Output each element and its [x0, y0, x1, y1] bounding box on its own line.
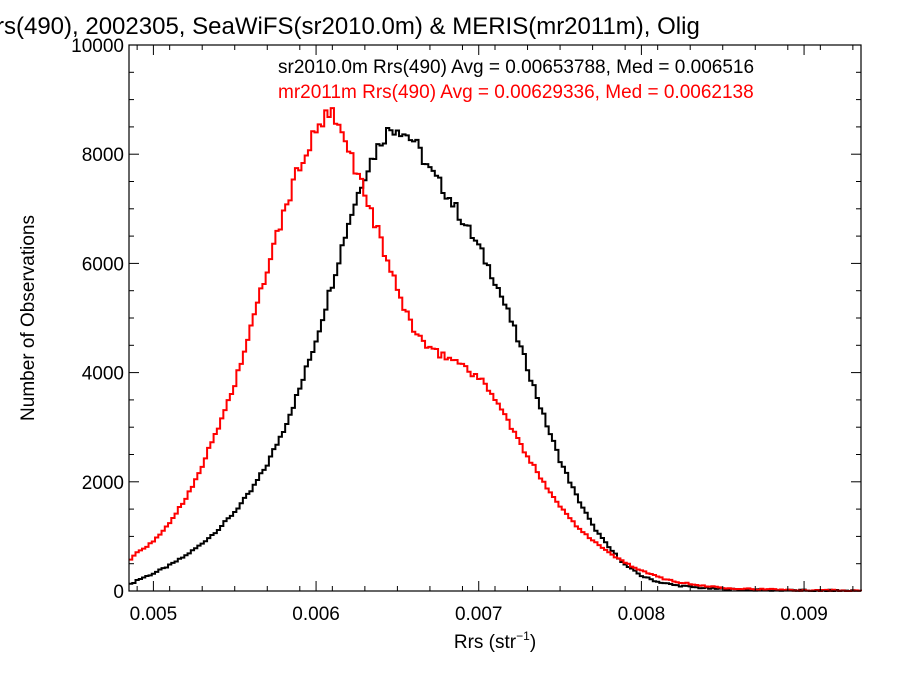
series-line-sr2010 — [129, 127, 862, 592]
x-axis-label: Rrs (str−1) — [454, 629, 536, 653]
legend-annotations: sr2010.0m Rrs(490) Avg = 0.00653788, Med… — [278, 57, 754, 103]
series-annotation-sr2010: sr2010.0m Rrs(490) Avg = 0.00653788, Med… — [278, 57, 754, 78]
x-tick-label: 0.009 — [780, 604, 828, 625]
y-tick-label: 6000 — [82, 254, 124, 275]
y-tick-label: 0 — [113, 582, 124, 603]
x-tick-label: 0.006 — [292, 604, 340, 625]
y-tick-label: 2000 — [82, 473, 124, 494]
x-tick-label: 0.005 — [130, 604, 178, 625]
plot-marks — [129, 107, 862, 592]
series-line-mr2011m — [129, 107, 862, 592]
y-tick-label: 8000 — [82, 145, 124, 166]
x-tick-label: 0.007 — [455, 604, 503, 625]
axis-ticks: 0.005 0.006 0.007 0.008 0.009 0 2000 4000 6000 80… — [71, 36, 861, 625]
y-tick-label: 4000 — [82, 364, 124, 385]
series-annotation-mr2011m: mr2011m Rrs(490) Avg = 0.00629336, Med =… — [278, 82, 754, 103]
x-axis-label-main: Rrs (str — [454, 632, 517, 653]
x-tick-label: 0.008 — [618, 604, 666, 625]
x-axis-label-sup: −1 — [516, 629, 530, 643]
y-axis-label: Number of Observations — [18, 215, 39, 421]
chart-title: rs(490), 2002305, SeaWiFS(sr2010.0m) & M… — [0, 13, 700, 40]
x-axis-label-close: ) — [530, 632, 536, 653]
y-tick-label: 10000 — [71, 36, 124, 57]
